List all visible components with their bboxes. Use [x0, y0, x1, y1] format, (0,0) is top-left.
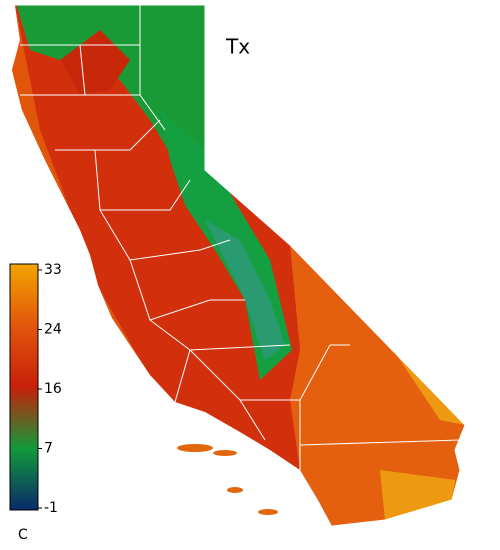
colorbar-unit: C [18, 527, 28, 543]
colorbar: C [9, 263, 39, 543]
county-lines [15, 4, 466, 527]
colorbar-tick-label: 16 [44, 381, 62, 397]
colorbar-ramp [9, 263, 39, 511]
colorbar-tick-label: 24 [44, 322, 62, 338]
colorbar-tick-label: -1 [44, 500, 58, 516]
colorbar-tick-label: 7 [44, 441, 53, 457]
map-title: Tx [225, 35, 250, 59]
islands [177, 444, 278, 515]
colorbar-tick-label: 33 [44, 262, 62, 278]
